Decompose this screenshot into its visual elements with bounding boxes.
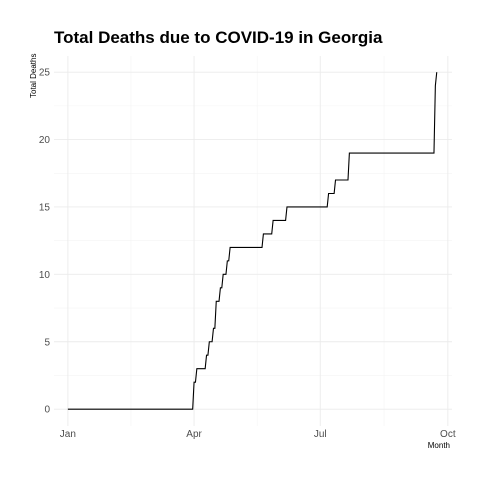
y-tick-label: 0: [44, 405, 50, 416]
x-tick-labels: Jan Apr Jul Oct: [60, 429, 456, 440]
x-axis-label: Month: [428, 441, 450, 450]
y-tick-label: 20: [39, 135, 51, 146]
x-tick-label: Jul: [314, 429, 327, 440]
series-lines: [67, 72, 438, 410]
y-tick-label: 15: [39, 202, 51, 213]
y-axis-label: Total Deaths: [29, 54, 38, 98]
y-tick-label: 25: [39, 68, 51, 79]
chart-title: Total Deaths due to COVID-19 in Georgia: [54, 28, 383, 47]
x-tick-label: Oct: [440, 429, 456, 440]
x-tick-label: Jan: [60, 429, 76, 440]
x-tick-label: Apr: [186, 429, 202, 440]
y-tick-label: 10: [39, 270, 51, 281]
series-line: [67, 72, 438, 410]
y-tick-labels: 0 5 10 15 20 25: [39, 68, 51, 416]
y-tick-label: 5: [44, 337, 50, 348]
